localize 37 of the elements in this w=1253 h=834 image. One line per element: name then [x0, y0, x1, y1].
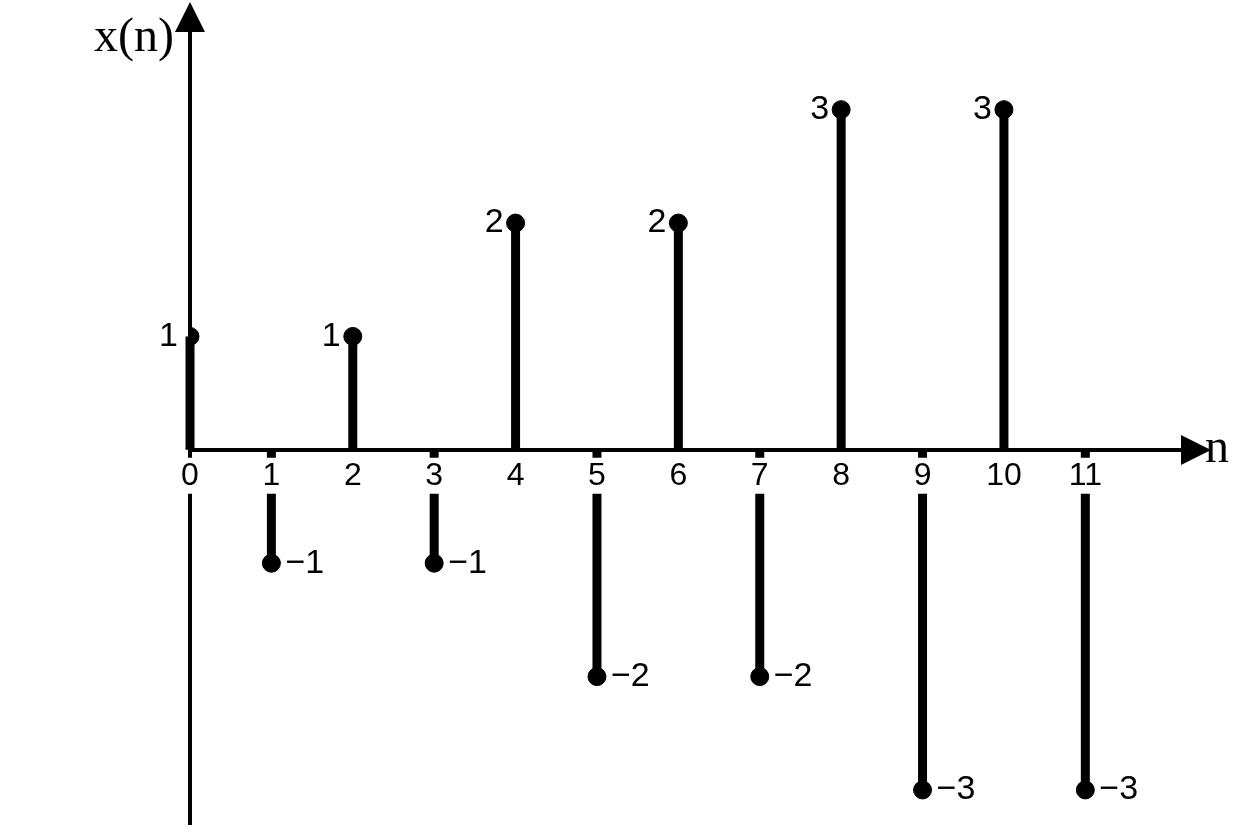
data-label: 1 — [159, 314, 178, 353]
data-label: −3 — [1099, 768, 1139, 807]
point — [913, 780, 933, 800]
x-tick-label: 10 — [986, 455, 1022, 492]
point — [1075, 780, 1095, 800]
data-label: 2 — [484, 201, 504, 240]
x-tick-label: 1 — [262, 455, 281, 492]
x-tick-label: 9 — [913, 455, 932, 492]
data-label: −1 — [285, 541, 325, 580]
x-tick-label: 7 — [750, 455, 769, 492]
point — [994, 100, 1014, 120]
data-label: −3 — [936, 768, 976, 807]
point — [343, 326, 363, 346]
data-label: 2 — [647, 201, 667, 240]
x-tick-label: 4 — [506, 455, 525, 492]
x-tick-label: 0 — [181, 455, 199, 492]
point — [261, 553, 281, 573]
x-tick-label: 11 — [1068, 455, 1102, 492]
x-axis-title: n — [1205, 419, 1229, 473]
x-tick-label: 3 — [425, 455, 444, 492]
x-tick-label: 5 — [588, 455, 606, 492]
point — [587, 667, 607, 687]
point — [831, 100, 851, 120]
data-label: 3 — [973, 88, 992, 127]
x-tick-label: 2 — [343, 455, 362, 492]
x-tick-label: 6 — [669, 455, 688, 492]
data-label: −2 — [773, 654, 813, 693]
x-tick-label: 8 — [832, 455, 851, 492]
data-label: −2 — [610, 654, 650, 693]
y-axis-title: x(n) — [94, 7, 174, 62]
point — [750, 667, 770, 687]
point — [668, 213, 688, 233]
data-label: 3 — [810, 88, 830, 127]
point — [424, 553, 444, 573]
data-label: −1 — [448, 541, 487, 580]
data-label: 1 — [321, 314, 341, 353]
point — [506, 213, 526, 233]
